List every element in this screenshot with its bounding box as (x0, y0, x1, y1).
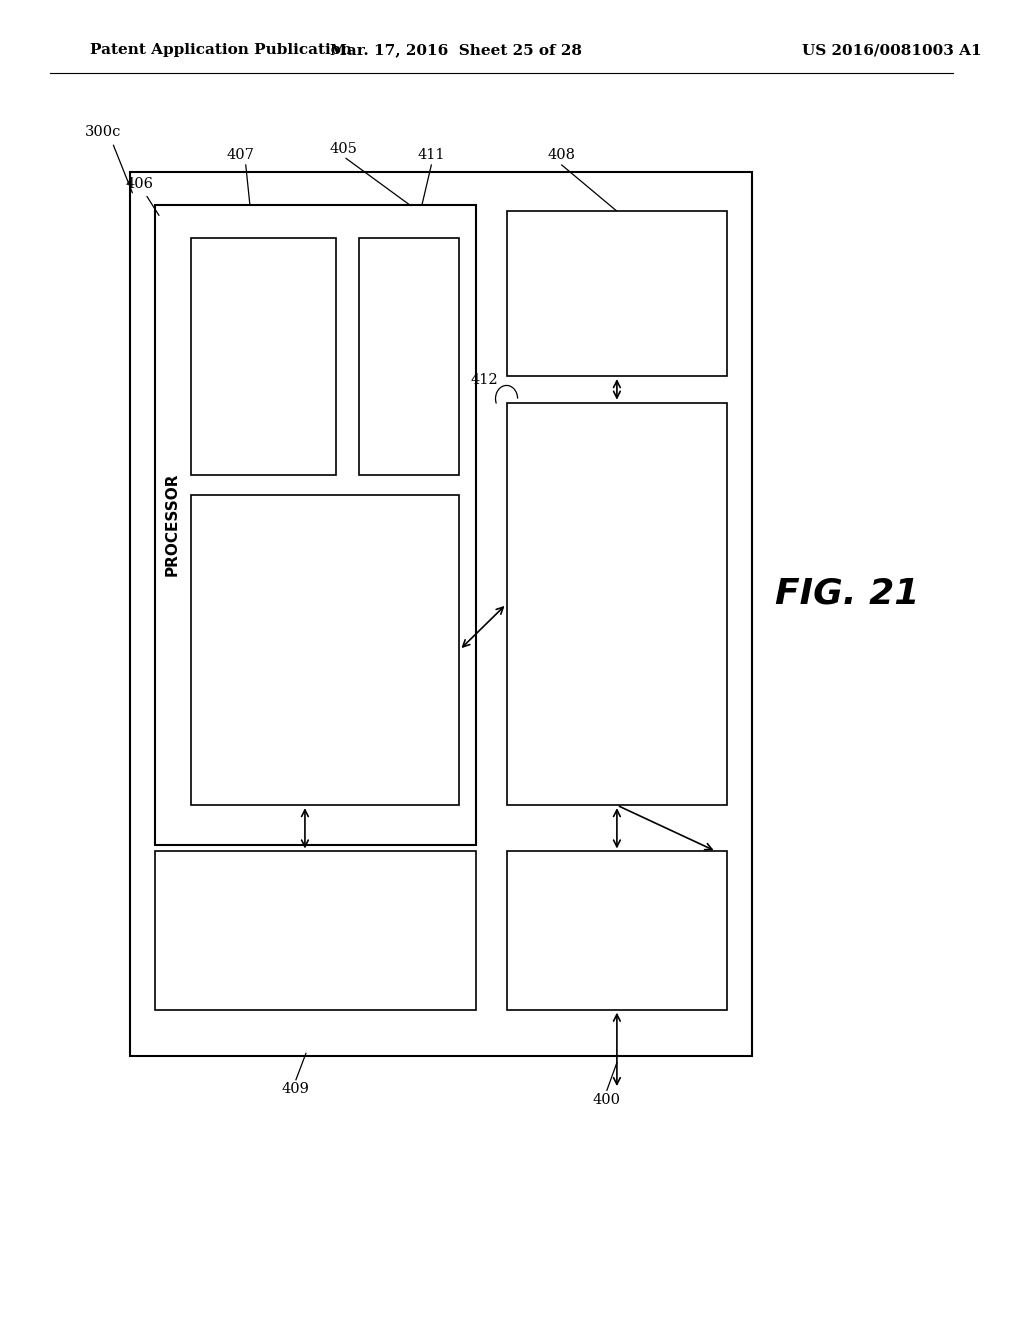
Text: TEMPORARY
STORAGE: TEMPORARY STORAGE (564, 277, 670, 310)
Bar (190, 495, 460, 805)
Bar (156, 205, 476, 845)
Text: WIRED I/F: WIRED I/F (567, 921, 667, 940)
Text: COMMUNICATING
I/O UNIT: COMMUNICATING I/O UNIT (601, 529, 633, 678)
Text: Patent Application Publication: Patent Application Publication (90, 44, 352, 57)
Bar (156, 851, 476, 1010)
Text: 409: 409 (282, 1082, 310, 1097)
Bar (507, 851, 727, 1010)
Text: STORAGE: STORAGE (268, 921, 364, 940)
Text: 408: 408 (548, 148, 575, 162)
Text: 412: 412 (471, 372, 499, 387)
Text: 407: 407 (226, 148, 255, 162)
Bar (190, 238, 336, 475)
Text: CONTROLLER: CONTROLLER (256, 300, 270, 413)
Text: 400: 400 (593, 1093, 621, 1107)
Text: PROCESSOR: PROCESSOR (165, 473, 180, 577)
Text: Mar. 17, 2016  Sheet 25 of 28: Mar. 17, 2016 Sheet 25 of 28 (331, 44, 583, 57)
Text: 405: 405 (329, 141, 357, 156)
Text: FIG. 21: FIG. 21 (775, 577, 920, 611)
Bar (507, 211, 727, 376)
Bar (359, 238, 460, 475)
Bar (130, 172, 753, 1056)
Text: 300c: 300c (85, 124, 122, 139)
Text: AP MANAGER: AP MANAGER (401, 300, 417, 413)
Text: 411: 411 (418, 148, 445, 162)
Text: APPLICATION
EXECUTOR: APPLICATION EXECUTOR (309, 594, 341, 706)
Text: US 2016/0081003 A1: US 2016/0081003 A1 (803, 44, 982, 57)
Text: 406: 406 (125, 177, 154, 191)
Bar (507, 403, 727, 805)
